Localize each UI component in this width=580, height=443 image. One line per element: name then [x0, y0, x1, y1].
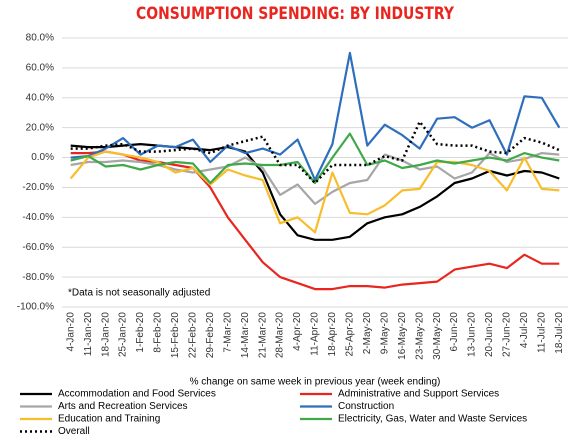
y-tick-label: 0.0% [31, 152, 54, 163]
x-tick-label: 29-Feb-20 [205, 312, 216, 359]
x-axis-label: % change on same week in previous year (… [190, 377, 441, 388]
legend-label: Construction [338, 401, 394, 412]
x-tick-label: 4-Jul-20 [519, 312, 530, 349]
x-tick-label: 20-Jun-20 [484, 312, 495, 357]
annotation: *Data is not seasonally adjusted [68, 288, 210, 299]
y-tick-label: 80.0% [26, 33, 54, 44]
x-tick-label: 14-Mar-20 [240, 312, 251, 359]
series-line [69, 150, 560, 234]
legend-label: Overall [58, 426, 90, 437]
y-tick-label: -60.0% [22, 242, 54, 253]
y-tick-label: -40.0% [22, 212, 54, 223]
x-tick-label: 18-Jul-20 [554, 312, 565, 354]
x-tick-label: 22-Feb-20 [188, 312, 199, 359]
x-tick-label: 18-Jan-20 [100, 312, 111, 357]
y-tick-label: 60.0% [26, 63, 54, 74]
series-line [70, 132, 560, 185]
x-tick-label: 4-Apr-20 [292, 312, 303, 351]
legend-label: Administrative and Support Services [338, 389, 499, 400]
x-tick-label: 25-Jan-20 [118, 312, 129, 357]
x-tick-label: 21-Mar-20 [257, 312, 268, 359]
x-tick-label: 30-May-20 [432, 312, 443, 360]
y-tick-label: -100.0% [17, 302, 54, 313]
x-tick-label: 7-Mar-20 [222, 312, 233, 353]
x-tick-label: 8-Feb-20 [153, 312, 164, 353]
x-tick-label: 15-Feb-20 [170, 312, 181, 359]
x-tick-label: 25-Apr-20 [345, 312, 356, 357]
x-tick-label: 27-Jun-20 [502, 312, 513, 357]
y-tick-label: -20.0% [22, 182, 54, 193]
series-line [70, 120, 560, 185]
x-tick-label: 23-May-20 [414, 312, 425, 360]
x-tick-label: 2-May-20 [362, 312, 373, 355]
series-line [70, 51, 561, 182]
legend-label: Arts and Recreation Services [58, 401, 188, 412]
x-tick-label: 1-Feb-20 [135, 312, 146, 353]
x-tick-label: 16-May-20 [397, 312, 408, 360]
legend-label: Electricity, Gas, Water and Waste Servic… [338, 414, 527, 425]
x-tick-label: 13-Jun-20 [467, 312, 478, 357]
x-tick-label: 11-Apr-20 [310, 312, 321, 356]
x-tick-label: 18-Apr-20 [327, 312, 338, 357]
x-tick-label: 28-Mar-20 [275, 312, 286, 359]
x-tick-label: 11-Jul-20 [536, 312, 547, 353]
legend-label: Accommodation and Food Services [58, 389, 216, 400]
legend-label: Education and Training [58, 414, 160, 425]
x-tick-label: 6-Jun-20 [449, 312, 460, 352]
x-tick-label: 9-May-20 [379, 312, 390, 355]
x-tick-label: 4-Jan-20 [65, 312, 76, 352]
series-line [70, 143, 560, 241]
x-tick-label: 11-Jan-20 [83, 312, 94, 357]
y-tick-label: 40.0% [26, 92, 54, 103]
y-tick-label: -80.0% [22, 272, 54, 283]
y-tick-label: 20.0% [26, 122, 54, 133]
chart-title: CONSUMPTION SPENDING: BY INDUSTRY [136, 4, 455, 24]
